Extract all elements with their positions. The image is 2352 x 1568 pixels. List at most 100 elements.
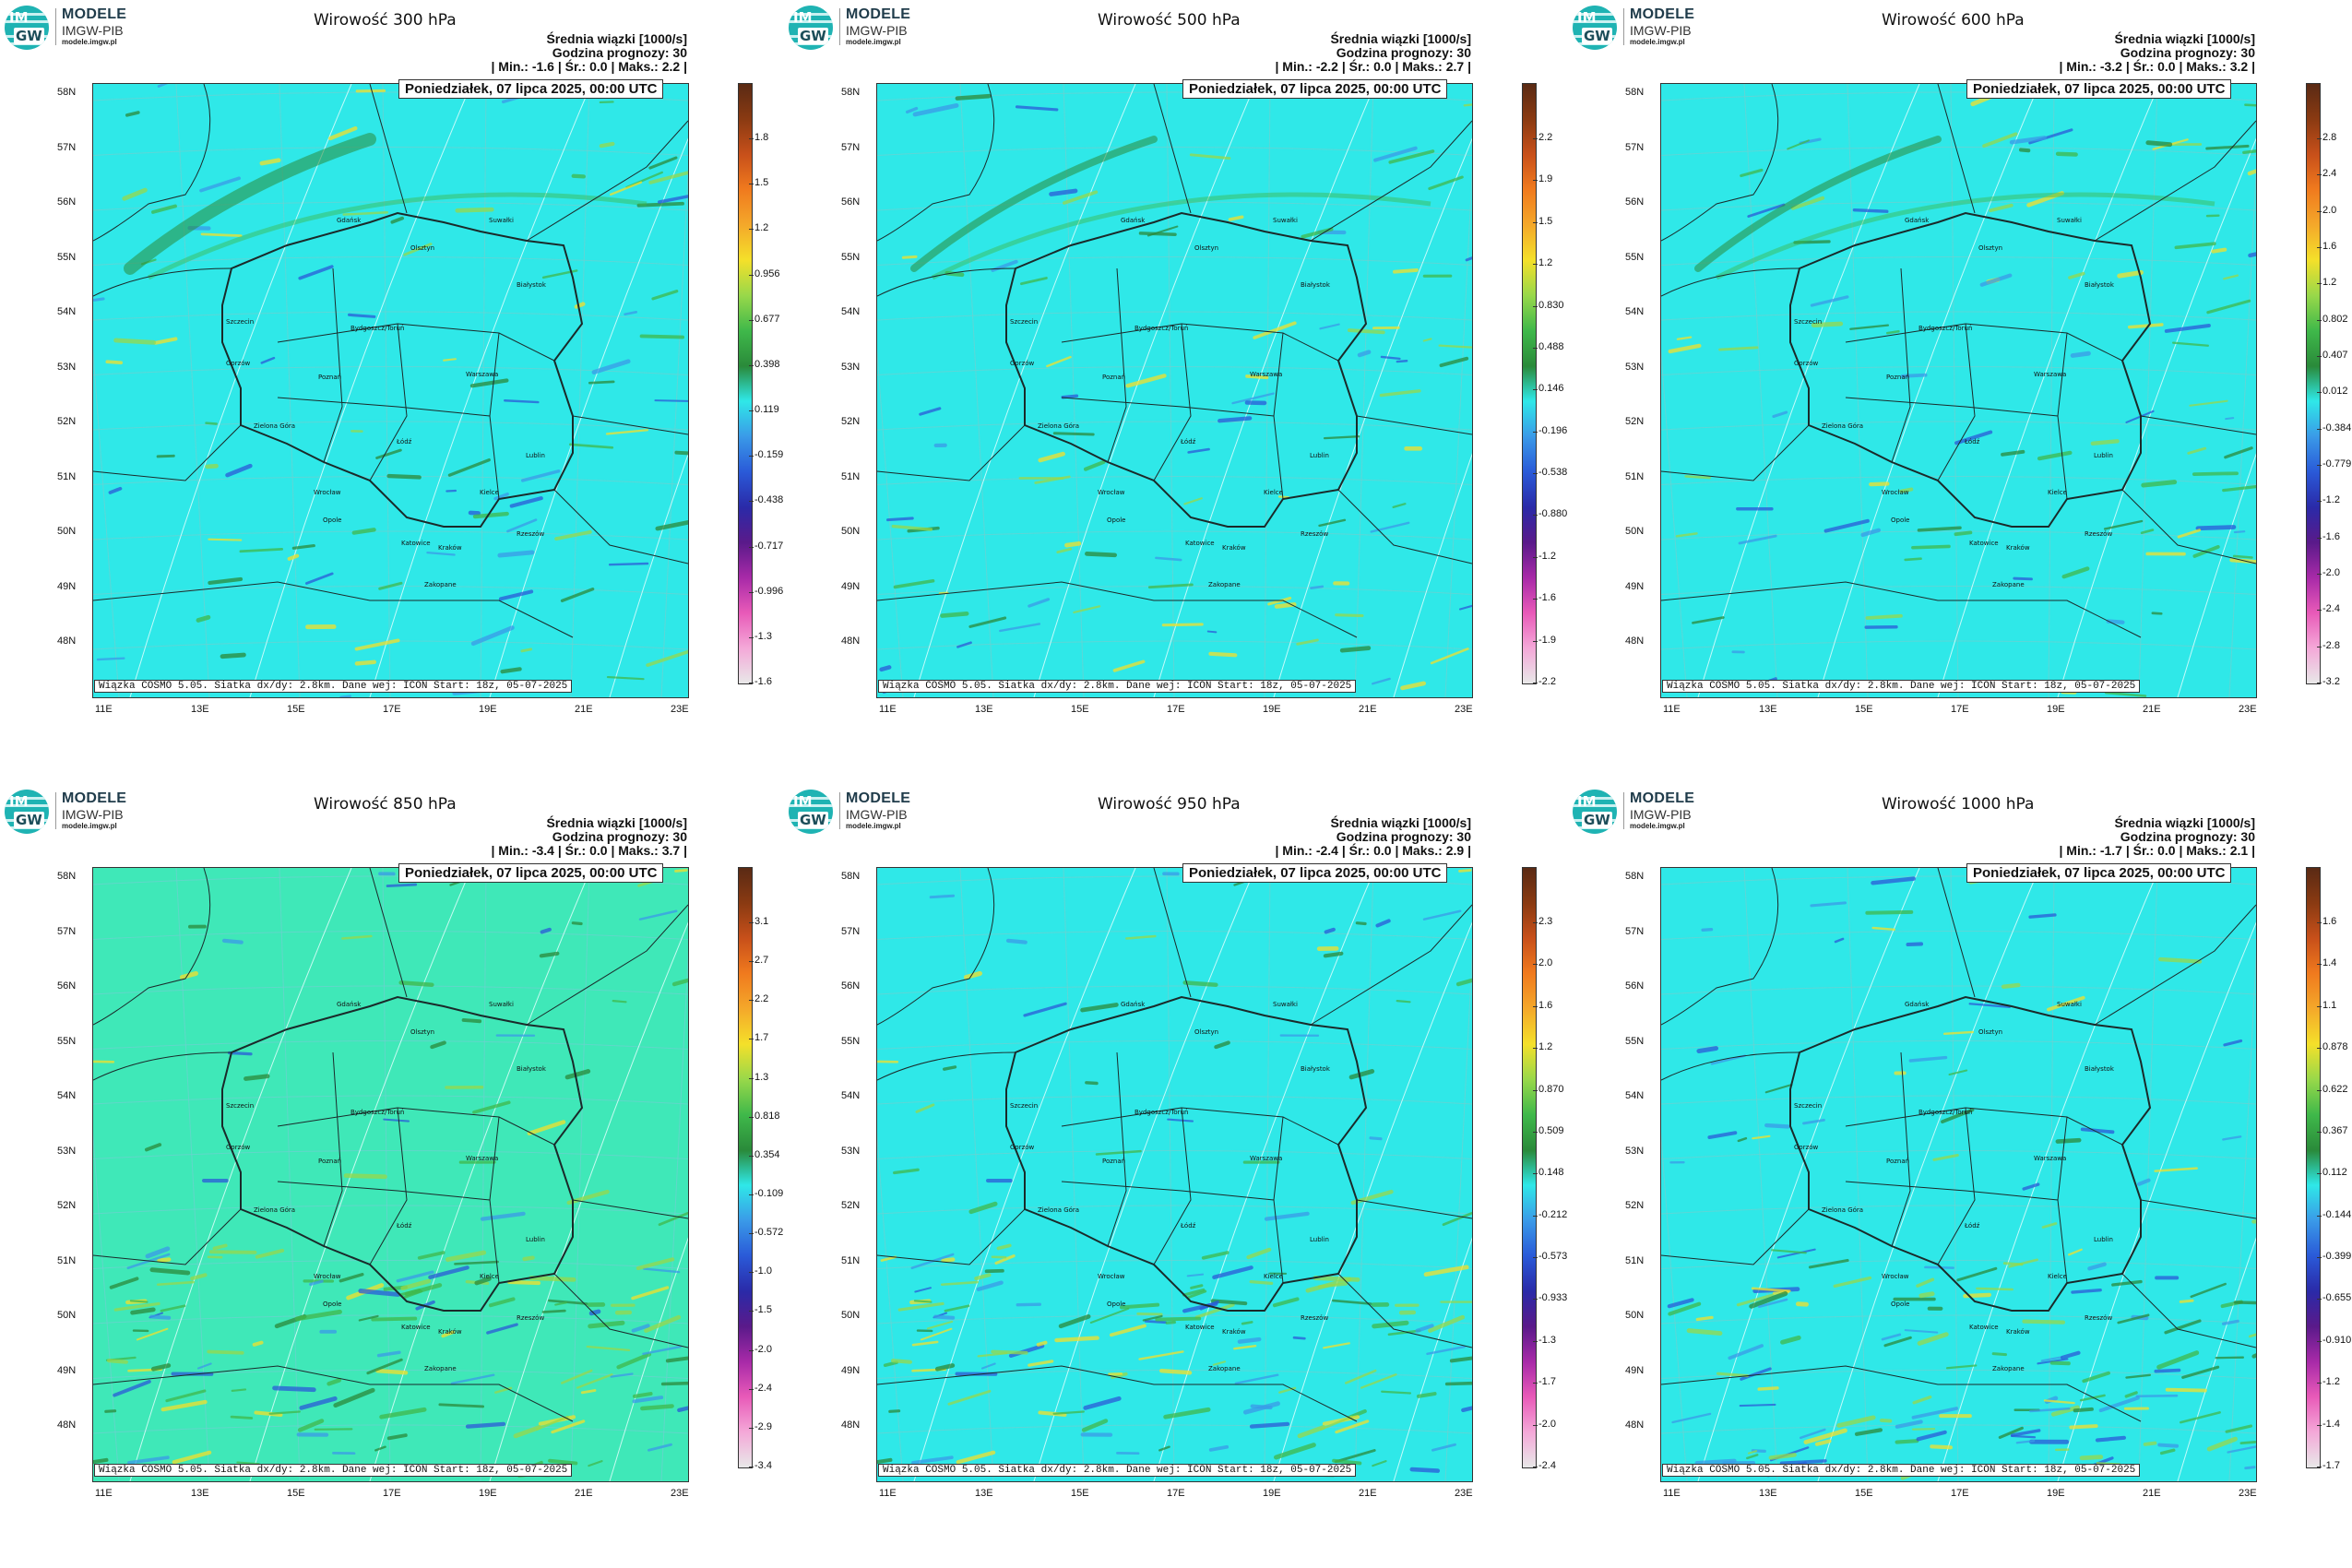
lat-label: 49N	[1625, 580, 1645, 592]
logo-mark-top: IM	[9, 793, 29, 810]
lon-label: 13E	[975, 704, 993, 715]
city-label: Poznań	[1102, 374, 1126, 381]
city-label: Rzeszów	[2085, 1314, 2113, 1322]
city-label: Warszawa	[1250, 1155, 1283, 1162]
city-label: Wrocław	[1098, 489, 1125, 496]
logo-mark-bottom: GW	[798, 28, 828, 44]
city-label: Łódź	[1181, 438, 1196, 445]
imgw-logo: IM GW MODELE IMGW-PIB modele.imgw.pl	[1573, 6, 1702, 50]
city-label: Zielona Góra	[254, 1206, 296, 1214]
colorbar-label: 1.9	[1538, 173, 1553, 185]
colorbar-tick	[749, 1155, 754, 1157]
colorbar-label: -1.6	[754, 676, 772, 687]
vorticity-map	[876, 867, 1473, 1482]
logo-subtitle: IMGW-PIB	[62, 807, 124, 822]
lon-label: 15E	[287, 704, 305, 715]
city-label: Lublin	[526, 452, 545, 459]
lat-label: 49N	[1625, 1364, 1645, 1376]
logo-url: modele.imgw.pl	[62, 822, 117, 830]
lon-label: 19E	[1263, 704, 1281, 715]
logo-mark-top: IM	[1577, 9, 1597, 26]
city-label: Wrocław	[1098, 1273, 1125, 1280]
city-label: Opole	[1107, 517, 1126, 524]
city-label: Białystok	[2085, 281, 2114, 289]
colorbar-label: -0.996	[754, 585, 784, 597]
city-label: Rzeszów	[1301, 1314, 1329, 1322]
city-label: Lublin	[2094, 1236, 2113, 1243]
colorbar-label: 2.4	[2322, 168, 2337, 180]
lon-label: 19E	[1263, 1488, 1281, 1499]
colorbar-label: 3.1	[754, 916, 769, 927]
colorbar-label: 0.509	[1538, 1124, 1564, 1136]
colorbar-tick	[2317, 1257, 2322, 1259]
logo-subtitle: IMGW-PIB	[62, 23, 124, 38]
lat-label: 54N	[57, 1090, 77, 1101]
colorbar-tick	[1533, 473, 1538, 475]
colorbar-label: 1.6	[2322, 916, 2337, 927]
colorbar-label: 0.870	[1538, 1083, 1564, 1095]
colorbar-label: -1.7	[1538, 1376, 1556, 1388]
lon-label: 17E	[1951, 1488, 1969, 1499]
lat-label: 53N	[1625, 361, 1645, 373]
colorbar-tick	[1533, 1131, 1538, 1133]
city-label: Szczecin	[1794, 1102, 1823, 1110]
logo-divider	[839, 792, 840, 829]
colorbar-label: 0.830	[1538, 299, 1564, 311]
logo-url: modele.imgw.pl	[846, 822, 901, 830]
colorbar-label: -1.0	[754, 1265, 772, 1277]
lon-label: 19E	[2047, 1488, 2065, 1499]
city-label: Szczecin	[1794, 318, 1823, 326]
lon-label: 23E	[671, 1488, 689, 1499]
colorbar-label: 2.0	[2322, 204, 2337, 216]
model-footer: Wiązka COSMO 5.05. Siatka dx/dy: 2.8km. …	[878, 680, 1357, 693]
city-label: Bydgoszcz/Toruń	[1918, 1109, 1973, 1116]
lat-label: 58N	[57, 871, 77, 882]
imgw-logo-mark: IM GW	[789, 790, 833, 834]
lon-label: 17E	[1951, 704, 1969, 715]
city-label: Gdańsk	[1905, 1001, 1930, 1008]
colorbar-label: -0.655	[2322, 1292, 2352, 1304]
lat-label: 50N	[57, 1310, 77, 1321]
vorticity-map	[92, 867, 689, 1482]
colorbar-tick	[749, 1388, 754, 1390]
panel-title: Wirowość 500 hPa	[1098, 11, 1241, 30]
lat-label: 58N	[57, 87, 77, 98]
lat-label: 51N	[1625, 470, 1645, 482]
colorbar-tick	[749, 1194, 754, 1195]
city-label: Łódź	[1965, 438, 1980, 445]
colorbar-tick	[1533, 1340, 1538, 1342]
city-label: Bydgoszcz/Toruń	[1134, 1109, 1189, 1116]
colorbar-label: 1.2	[754, 222, 769, 234]
city-label: Zielona Góra	[1038, 422, 1080, 430]
imgw-logo-mark: IM GW	[1573, 6, 1617, 50]
city-label: Rzeszów	[517, 1314, 545, 1322]
colorbar-label: -2.2	[1538, 676, 1556, 687]
lat-label: 56N	[57, 196, 77, 208]
city-label: Białystok	[1301, 1065, 1330, 1073]
lat-label: 56N	[1625, 196, 1645, 208]
city-label: Wrocław	[1882, 1273, 1909, 1280]
lon-label: 21E	[575, 1488, 593, 1499]
colorbar-tick	[1533, 138, 1538, 139]
colorbar-label: 0.622	[2322, 1083, 2348, 1095]
colorbar	[1522, 867, 1537, 1468]
forecast-panel-2: IM GW MODELE IMGW-PIB modele.imgw.pl Wir…	[784, 0, 1568, 784]
colorbar-label: -0.109	[754, 1188, 784, 1199]
lat-label: 57N	[57, 925, 77, 937]
vorticity-map	[876, 83, 1473, 698]
forecast-panel-6: IM GW MODELE IMGW-PIB modele.imgw.pl Wir…	[1568, 784, 2352, 1568]
lat-label: 50N	[57, 526, 77, 537]
city-label: Białystok	[517, 281, 546, 289]
city-label: Suwałki	[2057, 1001, 2082, 1008]
city-label: Lublin	[1310, 1236, 1329, 1243]
panel-info: Średnia wiązki [1000/s] Godzina prognozy…	[2059, 32, 2255, 74]
lat-label: 55N	[841, 251, 861, 263]
lat-label: 53N	[57, 361, 77, 373]
colorbar-tick	[2317, 964, 2322, 966]
city-label: Warszawa	[2034, 1155, 2067, 1162]
colorbar-label: -0.438	[754, 494, 784, 506]
lon-label: 11E	[1663, 704, 1681, 715]
logo-subtitle: IMGW-PIB	[846, 23, 908, 38]
city-label: Warszawa	[2034, 371, 2067, 378]
city-label: Olsztyn	[410, 244, 435, 252]
